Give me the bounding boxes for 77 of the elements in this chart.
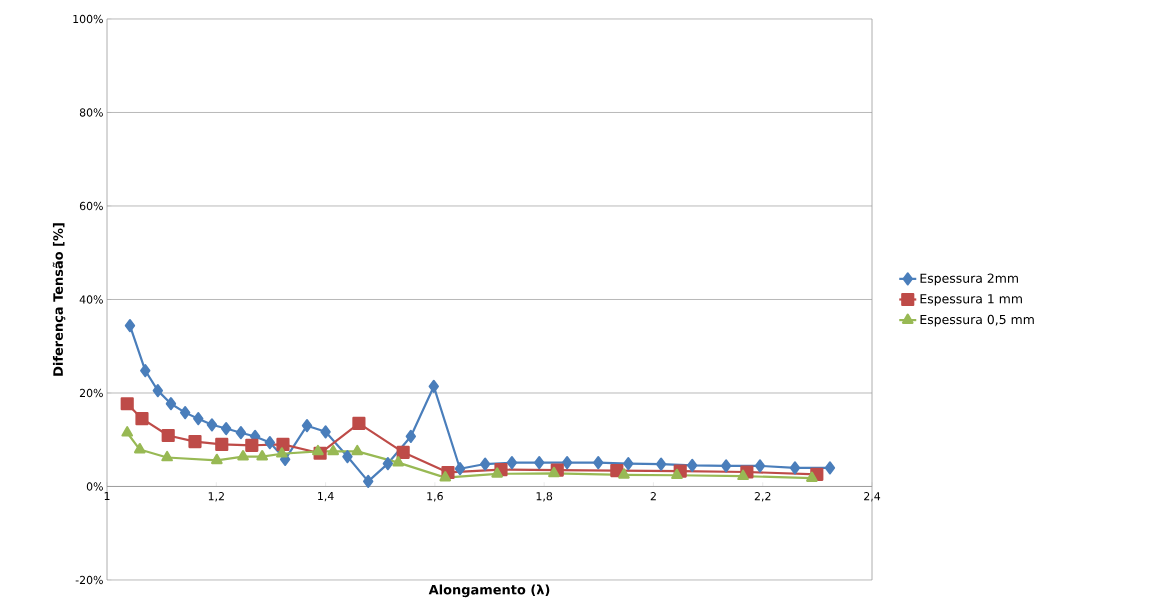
point	[479, 457, 491, 471]
y-tick-label: 80%	[79, 108, 103, 117]
point	[534, 456, 545, 470]
point	[396, 445, 410, 459]
point	[301, 419, 313, 433]
point	[133, 442, 146, 454]
point	[754, 459, 766, 473]
point	[439, 471, 452, 482]
y-tick-label: 40%	[79, 295, 103, 304]
point	[220, 421, 232, 436]
point	[618, 468, 630, 479]
point	[179, 406, 191, 420]
point	[312, 444, 324, 456]
x-tick-label: 1,8	[536, 492, 553, 502]
point	[327, 444, 340, 456]
point	[245, 438, 259, 452]
point	[382, 457, 394, 471]
x-tick-label: 2	[650, 492, 656, 501]
point	[806, 471, 818, 482]
point	[548, 466, 560, 478]
point	[405, 429, 417, 444]
point	[392, 456, 405, 467]
y-tick-label: 20%	[79, 388, 103, 398]
legend-label: Espessura 2mm	[920, 273, 1018, 286]
point	[623, 457, 634, 471]
point	[352, 416, 366, 430]
point	[121, 426, 134, 437]
point	[140, 363, 151, 378]
x-tick-label: 1	[104, 492, 110, 500]
point	[188, 435, 202, 449]
point	[237, 449, 249, 461]
point	[824, 461, 836, 475]
point	[454, 462, 466, 476]
point	[351, 444, 364, 456]
x-axis-title: Alongamento (λ)	[428, 584, 550, 598]
y-tick-label: -20%	[75, 575, 103, 585]
point	[120, 397, 134, 411]
y-tick-label: 100%	[73, 14, 103, 24]
point	[737, 469, 749, 481]
x-tick-label: 1,2	[208, 492, 224, 502]
point	[720, 459, 732, 473]
point	[789, 461, 801, 475]
legend-label: Espessura 1 mm	[920, 294, 1022, 306]
point	[276, 437, 290, 451]
point	[276, 447, 288, 458]
x-tick-label: 1,6	[427, 492, 443, 502]
point	[193, 412, 204, 426]
point	[342, 449, 353, 464]
x-tick-label: 2,4	[864, 492, 881, 502]
point	[215, 437, 229, 451]
point	[135, 412, 149, 426]
y-axis-title: Diferença Tensão [%]	[52, 223, 66, 376]
y-tick-label: 0%	[86, 482, 103, 491]
point	[206, 418, 218, 432]
point	[256, 449, 269, 461]
point	[320, 425, 331, 439]
point	[152, 384, 164, 398]
point	[593, 456, 604, 470]
point	[428, 379, 439, 394]
x-tick-label: 2,2	[754, 492, 771, 502]
point	[165, 397, 177, 411]
point	[161, 428, 175, 443]
point	[264, 435, 276, 450]
point	[161, 450, 173, 462]
point	[211, 453, 223, 465]
point	[687, 458, 698, 473]
point	[506, 456, 518, 470]
point	[124, 319, 136, 333]
point	[655, 457, 667, 471]
legend-label: Espessura 0,5 mm	[920, 314, 1034, 327]
point	[362, 474, 374, 488]
y-tick-label: 60%	[79, 201, 103, 211]
x-tick-label: 1,4	[318, 492, 334, 502]
point	[491, 467, 504, 478]
point	[561, 456, 573, 470]
point	[671, 468, 683, 480]
point	[235, 426, 247, 440]
